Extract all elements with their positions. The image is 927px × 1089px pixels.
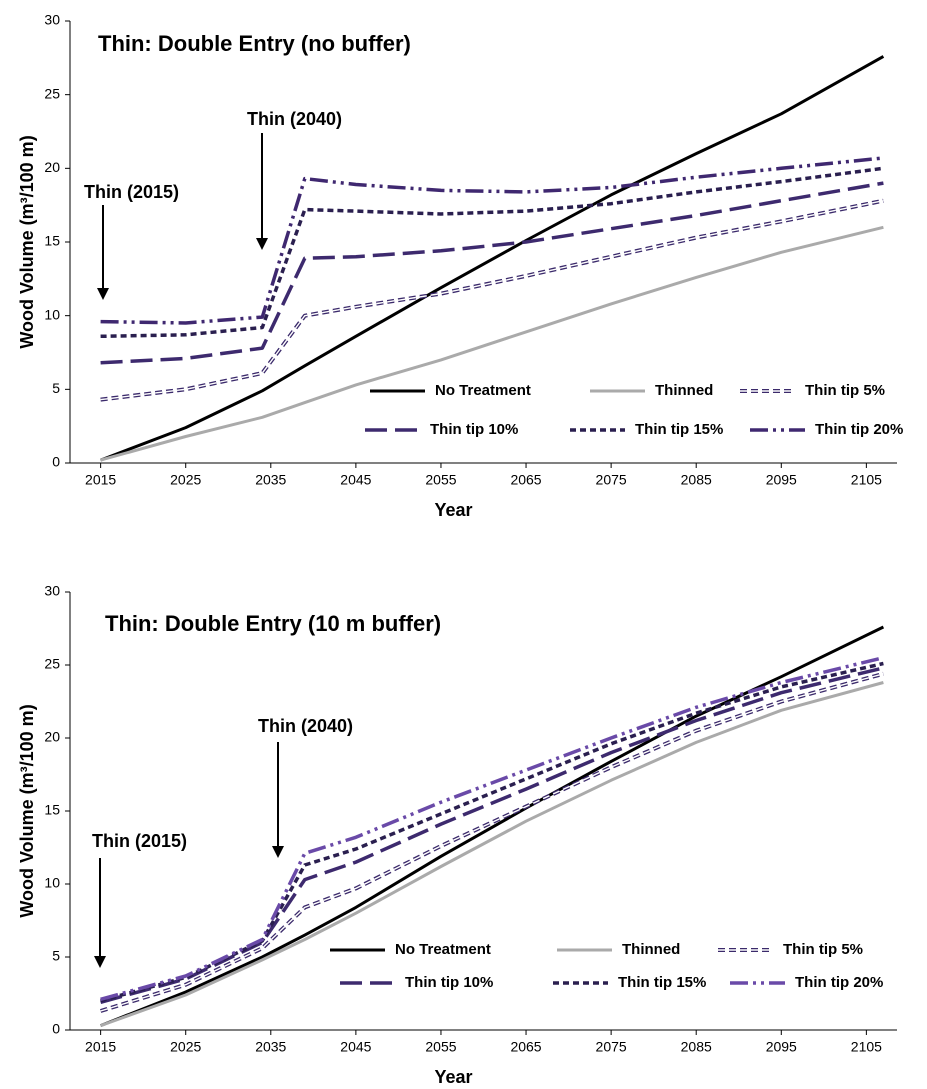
x-tick-label: 2035 <box>255 472 286 488</box>
series-line <box>100 181 884 365</box>
y-tick-label: 20 <box>44 159 60 175</box>
legend-label: No Treatment <box>435 382 531 399</box>
y-tick-label: 0 <box>52 1021 60 1037</box>
legend-label: Thin tip 15% <box>618 974 706 991</box>
series-line <box>100 661 884 1003</box>
x-tick-label: 2045 <box>340 1039 371 1055</box>
legend-label: Thin tip 5% <box>783 941 863 958</box>
y-tick-label: 5 <box>52 380 60 396</box>
x-tick-label: 2065 <box>510 1039 541 1055</box>
legend-label: No Treatment <box>395 941 491 958</box>
y-tick-label: 30 <box>44 12 60 28</box>
arrow-head <box>256 238 268 250</box>
x-tick-label: 2095 <box>766 1039 797 1055</box>
y-tick-label: 0 <box>52 454 60 470</box>
legend-label: Thinned <box>655 382 713 399</box>
annotation: Thin (2040) <box>258 716 353 736</box>
series-line <box>100 55 885 462</box>
series-line <box>100 198 884 402</box>
y-tick-label: 15 <box>44 802 60 818</box>
x-tick-label: 2035 <box>255 1039 286 1055</box>
series-line <box>100 166 884 339</box>
x-axis-title: Year <box>434 1067 472 1087</box>
y-axis-title: Wood Volume (m³/100 m) <box>17 704 37 917</box>
x-tick-label: 2105 <box>851 1039 882 1055</box>
y-axis-title: Wood Volume (m³/100 m) <box>17 135 37 348</box>
x-tick-label: 2085 <box>681 472 712 488</box>
x-tick-label: 2055 <box>425 472 456 488</box>
annotation: Thin (2040) <box>247 109 342 129</box>
x-tick-label: 2055 <box>425 1039 456 1055</box>
legend-label: Thin tip 5% <box>805 382 885 399</box>
legend-label: Thin tip 10% <box>430 421 518 438</box>
chart-title: Thin: Double Entry (no buffer) <box>98 31 411 56</box>
annotation: Thin (2015) <box>84 182 179 202</box>
x-tick-label: 2015 <box>85 1039 116 1055</box>
y-tick-label: 10 <box>44 306 60 322</box>
x-tick-label: 2045 <box>340 472 371 488</box>
legend-label: Thin tip 10% <box>405 974 493 991</box>
arrow-head <box>94 956 106 968</box>
y-tick-label: 25 <box>44 85 60 101</box>
series-line <box>100 225 884 462</box>
series-line <box>100 666 884 1004</box>
chart-title: Thin: Double Entry (10 m buffer) <box>105 611 441 636</box>
series-line <box>100 156 884 325</box>
series-line <box>100 200 884 401</box>
x-tick-label: 2025 <box>170 472 201 488</box>
series-line <box>100 625 885 1027</box>
y-tick-label: 20 <box>44 729 60 745</box>
arrow-head <box>97 288 109 300</box>
x-tick-label: 2065 <box>510 472 541 488</box>
y-tick-label: 10 <box>44 875 60 891</box>
y-tick-label: 30 <box>44 583 60 599</box>
legend-label: Thin tip 20% <box>815 421 903 438</box>
x-tick-label: 2015 <box>85 472 116 488</box>
y-tick-label: 5 <box>52 948 60 964</box>
y-tick-label: 25 <box>44 656 60 672</box>
x-tick-label: 2085 <box>681 1039 712 1055</box>
annotation: Thin (2015) <box>92 831 187 851</box>
legend-label: Thin tip 20% <box>795 974 883 991</box>
x-tick-label: 2075 <box>596 1039 627 1055</box>
legend-label: Thin tip 15% <box>635 421 723 438</box>
arrow-head <box>272 846 284 858</box>
x-tick-label: 2105 <box>851 472 882 488</box>
series-line <box>100 681 884 1028</box>
y-tick-label: 15 <box>44 233 60 249</box>
x-axis-title: Year <box>434 500 472 520</box>
series-line <box>100 673 884 1012</box>
legend-label: Thinned <box>622 941 680 958</box>
series-line <box>100 655 884 1001</box>
x-tick-label: 2095 <box>766 472 797 488</box>
x-tick-label: 2075 <box>596 472 627 488</box>
x-tick-label: 2025 <box>170 1039 201 1055</box>
